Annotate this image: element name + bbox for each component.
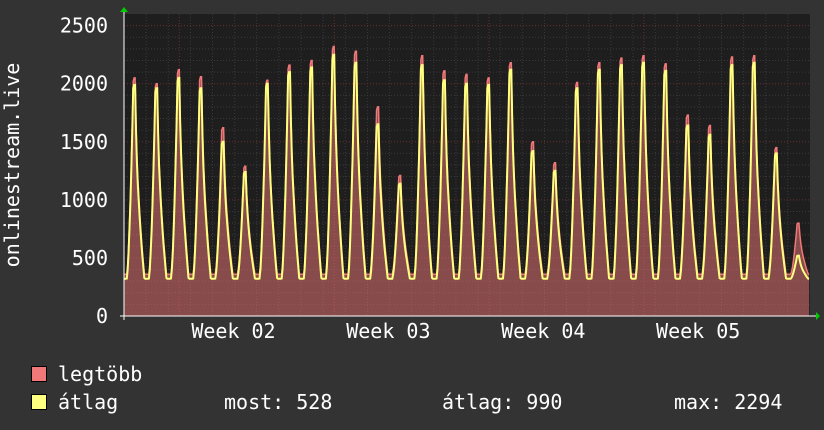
series-avg-line xyxy=(124,53,810,280)
y-tick-label: 0 xyxy=(96,304,108,328)
x-tick-label: Week 05 xyxy=(656,319,740,343)
y-tick-labels: 0 500 1000 1500 2000 2500 xyxy=(60,14,108,328)
legend-swatch-avg xyxy=(31,394,47,410)
legend-label-max: legtöbb xyxy=(58,362,143,386)
stat-max: max: 2294 xyxy=(674,390,783,414)
legend-label-avg: átlag xyxy=(58,390,119,414)
x-tick-label: Week 03 xyxy=(346,319,430,343)
y-axis-arrow xyxy=(120,7,128,12)
y-tick-label: 2000 xyxy=(60,72,108,96)
y-tick-label: 2500 xyxy=(60,14,108,38)
x-tick-labels: Week 02 Week 03 Week 04 Week 05 xyxy=(191,319,740,343)
y-axis-label: onlinestream.live xyxy=(0,63,24,268)
x-tick-label: Week 02 xyxy=(191,319,275,343)
legend-swatch-max xyxy=(31,366,47,382)
y-tick-label: 1500 xyxy=(60,130,108,154)
x-tick-label: Week 04 xyxy=(501,319,585,343)
x-axis-arrow xyxy=(816,312,820,320)
y-tick-label: 500 xyxy=(72,246,108,270)
y-tick-label: 1000 xyxy=(60,188,108,212)
stat-now: most: 528 xyxy=(224,390,333,414)
stat-average: átlag: 990 xyxy=(442,390,563,414)
